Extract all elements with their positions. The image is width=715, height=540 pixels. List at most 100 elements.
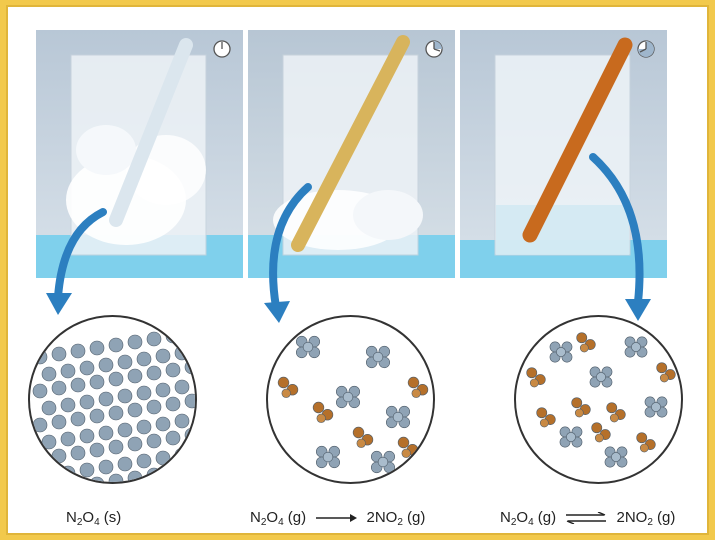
atom [651,402,661,412]
atom [184,325,195,341]
atom [60,465,76,481]
atom [377,456,389,468]
atom [184,359,195,375]
atom [136,453,152,469]
atom [596,372,606,382]
atom [32,451,48,467]
atom [127,436,143,452]
atom [117,354,133,370]
atom [89,408,105,424]
atom [571,397,583,409]
caption-equilibrium: N2O4 (g) 2NO2 (g) [500,509,676,528]
molecular-view-equilibrium [514,315,683,484]
atom [656,362,668,374]
caption-forward-reaction: N2O4 (g) 2NO2 (g) [250,509,426,528]
clock-three-quarter-icon [636,39,656,59]
atom [127,334,143,350]
atom [165,396,181,412]
atom [174,345,190,361]
atom [108,337,124,353]
atom [526,367,538,379]
atom [193,447,195,457]
atom [165,328,181,344]
atom [594,433,604,443]
atom [79,360,95,376]
atom [89,442,105,458]
atom [165,464,181,480]
atom [70,411,86,427]
atom [392,411,404,423]
atom [536,407,548,419]
atom [165,430,181,446]
atom [155,416,171,432]
photo-room-temp [460,30,667,278]
atom [639,443,649,453]
atom [591,422,603,434]
atom [165,362,181,378]
atom [636,432,648,444]
photo-warming [248,30,455,278]
atom [60,431,76,447]
atom [146,433,162,449]
atom [60,397,76,413]
photo-ice-bath [36,30,243,278]
atom [70,343,86,359]
atom [372,351,384,363]
atom [98,357,114,373]
atom [41,434,57,450]
atom [529,378,539,388]
atom [146,399,162,415]
atom [277,376,290,389]
atom [32,349,48,365]
atom [60,363,76,379]
atom [70,445,86,461]
atom [342,391,354,403]
atom [51,414,67,430]
caption-solid: N2O4 (s) [66,509,122,528]
atom [155,348,171,364]
atom [72,479,84,482]
atom [146,331,162,347]
atom [539,418,549,428]
atom [611,452,621,462]
atom [41,366,57,382]
atom [79,428,95,444]
atom [659,373,669,383]
atom [117,388,133,404]
atom [32,383,48,399]
atom [302,341,314,353]
atom [32,417,48,433]
molecular-view-solid [28,315,197,484]
atom [356,438,366,448]
atom [576,332,588,344]
atom [41,468,57,482]
atom [281,388,291,398]
figure-frame: N2O4 (s) N2O4 (g) 2NO2 (g) N2O4 (g) 2NO2… [6,5,709,535]
atom [89,340,105,356]
clock-quarter-icon [424,39,444,59]
atom [411,388,421,398]
atom [127,470,143,482]
atom [79,394,95,410]
arrowhead-3 [625,299,651,321]
atom [316,413,326,423]
atom [51,380,67,396]
arrowhead-2 [264,301,290,323]
test-tube [109,38,193,227]
atom [174,447,190,463]
atom [397,436,410,449]
atom [98,459,114,475]
atom [127,368,143,384]
atom [184,427,195,443]
atom [98,391,114,407]
atom [70,377,86,393]
atom [193,379,195,389]
equilibrium-arrow-icon [566,512,607,525]
atom [117,422,133,438]
atom [184,393,195,409]
atom [606,402,618,414]
clock-start-icon [212,39,232,59]
molecular-view-decomposing [266,315,435,484]
atom [155,382,171,398]
atom [108,473,124,482]
